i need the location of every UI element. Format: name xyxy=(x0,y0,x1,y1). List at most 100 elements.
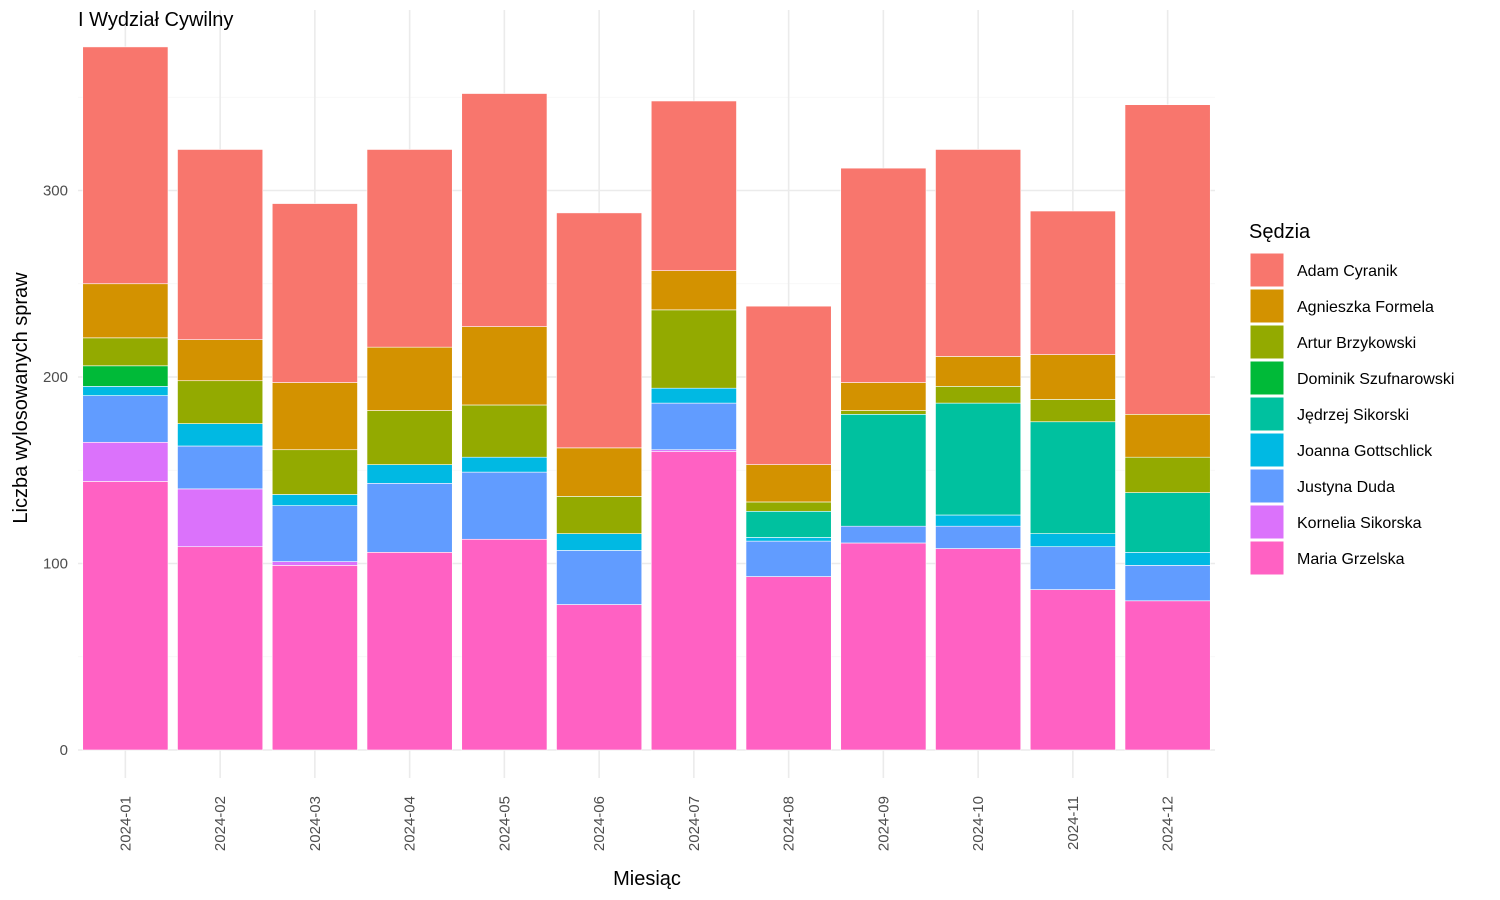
y-axis-title: Liczba wylosowanych spraw xyxy=(10,272,32,524)
bar-segment xyxy=(650,387,737,404)
legend-label: Adam Cyranik xyxy=(1297,263,1398,280)
bar-segment xyxy=(366,464,453,484)
bar-segment xyxy=(461,326,548,406)
x-axis-tick-labels: 2024-01 2024-02 2024-03 2024-04 2024-05 2024-… xyxy=(117,796,1176,851)
bar-segment xyxy=(745,510,832,538)
bar-segment xyxy=(271,449,358,495)
bar-segment xyxy=(82,337,169,367)
bar-segment xyxy=(1029,399,1116,423)
bar-segment xyxy=(366,552,453,751)
legend: Sędzia Adam Cyranik Agnieszka Formela Artu… xyxy=(1249,221,1454,576)
legend-swatch xyxy=(1249,324,1285,360)
bar-segment xyxy=(82,46,169,285)
bar-segment xyxy=(366,410,453,465)
bar-segment xyxy=(177,445,264,490)
legend-swatch xyxy=(1249,504,1285,540)
bar-segment xyxy=(650,309,737,389)
x-tick-label: 2024-07 xyxy=(686,796,703,851)
bar-segment xyxy=(366,346,453,411)
x-tick-label: 2024-09 xyxy=(875,796,892,851)
legend-label: Jędrzej Sikorski xyxy=(1297,407,1409,424)
bar-segment xyxy=(1029,546,1116,590)
x-tick-label: 2024-10 xyxy=(970,796,987,851)
bar-segment xyxy=(935,149,1022,357)
bar-segment xyxy=(650,451,737,751)
bar-segment xyxy=(461,93,548,327)
legend-swatch xyxy=(1249,432,1285,468)
legend-swatch xyxy=(1249,252,1285,288)
bar-segment xyxy=(745,305,832,465)
bar-segment xyxy=(177,423,264,447)
legend-label: Agnieszka Formela xyxy=(1297,299,1434,316)
bar-segment xyxy=(556,533,643,551)
bar-segment xyxy=(745,540,832,577)
legend-label: Maria Grzelska xyxy=(1297,551,1405,568)
bar-segment xyxy=(1124,492,1211,553)
bar-segment xyxy=(650,100,737,271)
y-tick-label: 0 xyxy=(60,742,68,759)
y-tick-label: 200 xyxy=(43,369,68,386)
bar-segment xyxy=(177,339,264,382)
bar-segment xyxy=(177,546,264,751)
legend-label: Justyna Duda xyxy=(1297,479,1395,496)
x-tick-label: 2024-06 xyxy=(591,796,608,851)
bar-segment xyxy=(1029,589,1116,751)
bar-segment xyxy=(840,542,927,751)
bar-segment xyxy=(556,550,643,605)
x-tick-label: 2024-12 xyxy=(1160,796,1177,851)
bar-segment xyxy=(935,548,1022,751)
bar-segment xyxy=(82,441,169,482)
bar-segment xyxy=(1124,456,1211,493)
bar-segment xyxy=(745,464,832,503)
bar-segment xyxy=(177,380,264,424)
bar-segment xyxy=(1124,552,1211,566)
bar-segment xyxy=(1029,421,1116,534)
bar-segment xyxy=(840,382,927,411)
bar-segment xyxy=(82,386,169,396)
legend-label: Joanna Gottschlick xyxy=(1297,443,1433,460)
bar-segment xyxy=(1124,565,1211,602)
legend-swatch xyxy=(1249,468,1285,504)
bar-segment xyxy=(840,410,927,415)
legend-swatch xyxy=(1249,396,1285,432)
bar-segment xyxy=(935,525,1022,549)
x-tick-label: 2024-04 xyxy=(402,796,419,851)
bar-segment xyxy=(840,413,927,527)
legend-swatch xyxy=(1249,540,1285,576)
bar-segment xyxy=(271,565,358,751)
bar-segment xyxy=(745,537,832,542)
bar-segment xyxy=(650,402,737,451)
bar-segment xyxy=(461,404,548,458)
x-axis-title: Miesiąc xyxy=(613,868,681,890)
bars-layer xyxy=(82,46,1211,751)
bar-segment xyxy=(935,386,1022,404)
legend-label: Kornelia Sikorska xyxy=(1297,515,1422,532)
bar-segment xyxy=(935,402,1022,516)
legend-label: Dominik Szufnarowski xyxy=(1297,371,1454,388)
y-axis-tick-labels: 0 100 200 300 xyxy=(43,183,68,760)
x-tick-label: 2024-03 xyxy=(307,796,324,851)
x-tick-label: 2024-08 xyxy=(781,796,798,851)
bar-segment xyxy=(556,604,643,751)
bar-segment xyxy=(1029,533,1116,548)
bar-segment xyxy=(271,561,358,566)
bar-segment xyxy=(1029,354,1116,400)
bar-segment xyxy=(82,283,169,339)
bar-segment xyxy=(177,488,264,548)
bar-segment xyxy=(82,395,169,443)
bar-segment xyxy=(556,212,643,449)
y-tick-label: 100 xyxy=(43,556,68,573)
bar-segment xyxy=(461,456,548,473)
bar-segment xyxy=(1124,104,1211,415)
bar-segment xyxy=(556,496,643,534)
legend-title: Sędzia xyxy=(1249,221,1311,243)
x-tick-label: 2024-05 xyxy=(496,796,513,851)
x-tick-label: 2024-02 xyxy=(212,796,229,851)
bar-segment xyxy=(650,270,737,311)
bar-segment xyxy=(366,483,453,553)
bar-segment xyxy=(1029,210,1116,355)
bar-segment xyxy=(177,149,264,340)
bar-segment xyxy=(271,494,358,506)
bar-segment xyxy=(82,481,169,751)
